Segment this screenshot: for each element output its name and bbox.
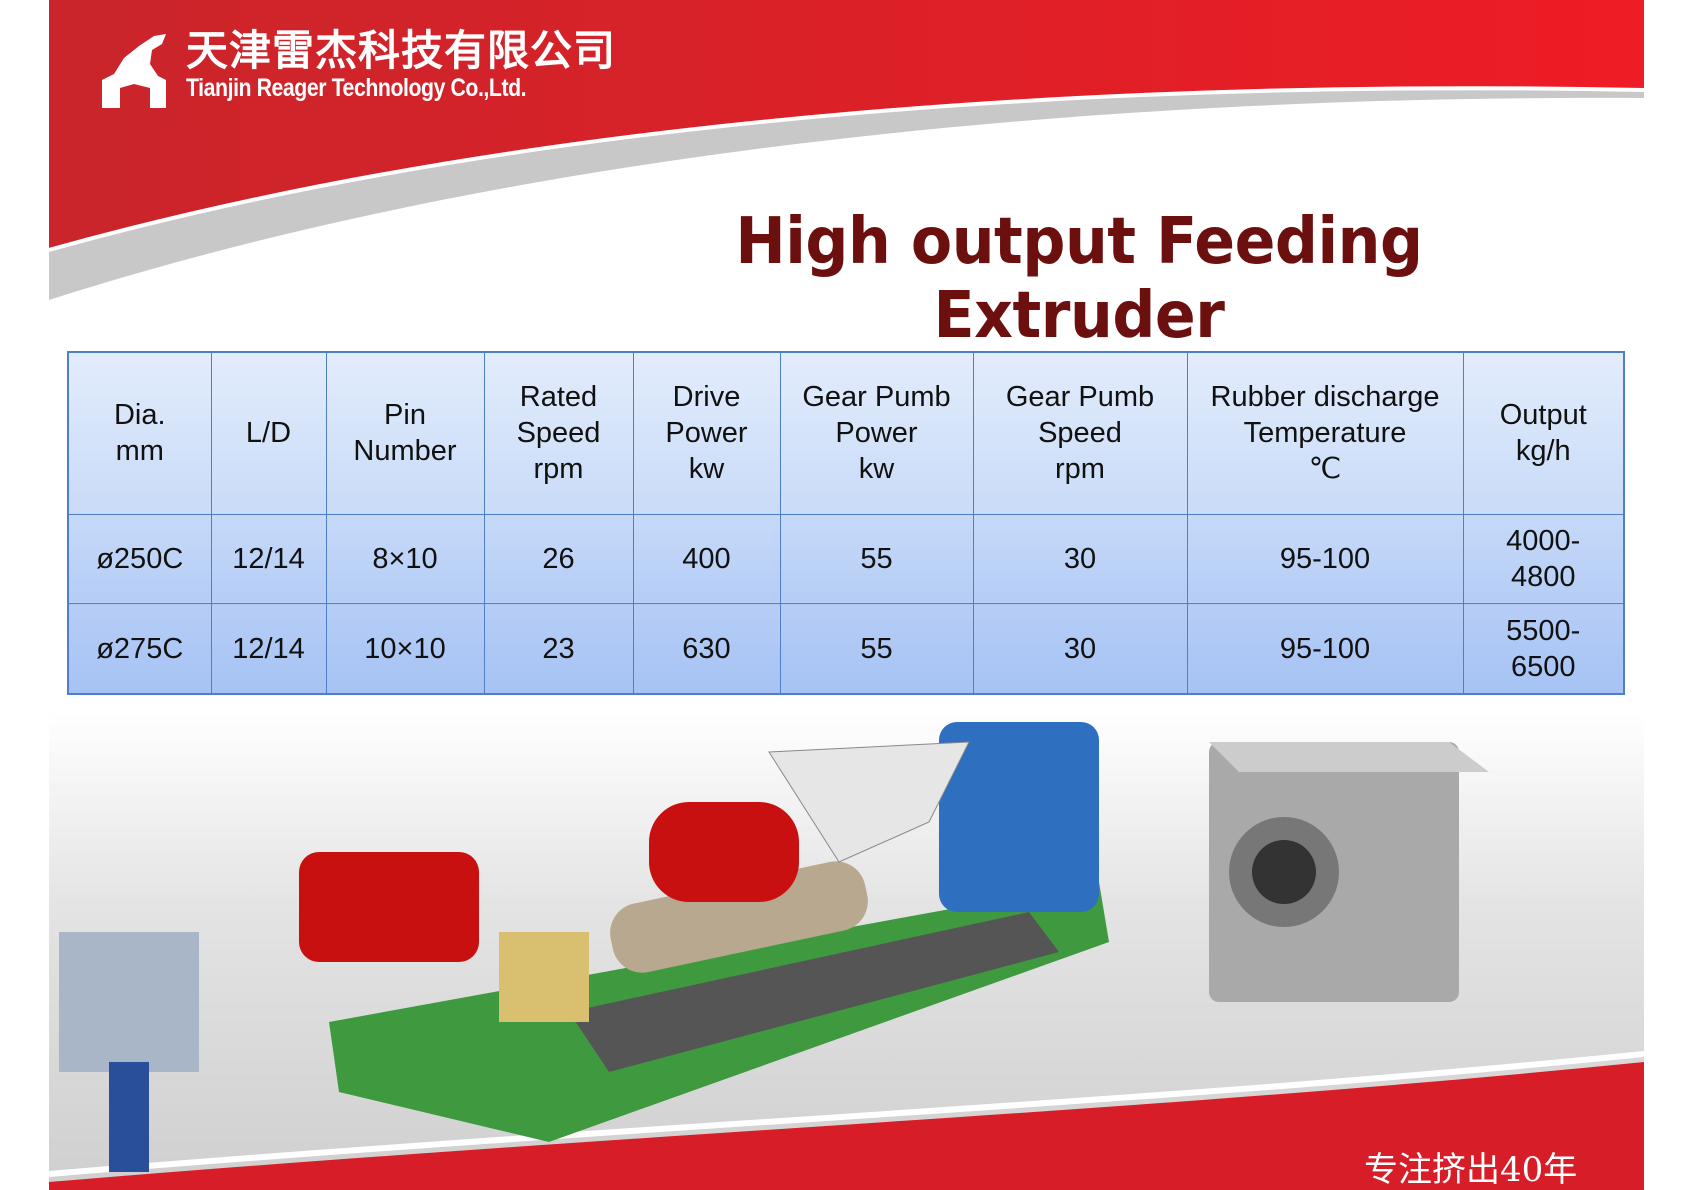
table-cell: 10×10: [325, 603, 485, 695]
header-banner: [49, 0, 1644, 300]
table-cell: 30: [972, 603, 1188, 695]
side-machine-image: [59, 932, 199, 1172]
header-cell: Gear Pumb Power kw: [779, 351, 974, 515]
header-cell: Drive Power kw: [632, 351, 781, 515]
header-cell: L/D: [210, 351, 327, 515]
page-title: High output Feeding Extruder: [735, 205, 1423, 353]
footer-slogan: 专注挤出40年: [1364, 1150, 1578, 1190]
table-cell: 95-100: [1186, 513, 1464, 605]
table-cell: 5500- 6500: [1462, 603, 1625, 695]
table-cell: 400: [632, 513, 781, 605]
header-cell: Pin Number: [325, 351, 485, 515]
table-cell: ø250C: [67, 513, 212, 605]
header-cell: Rated Speed rpm: [483, 351, 634, 515]
table-cell: 4000- 4800: [1462, 513, 1625, 605]
header-cell: Rubber discharge Temperature ℃: [1186, 351, 1464, 515]
table-cell: 630: [632, 603, 781, 695]
table-cell: ø275C: [67, 603, 212, 695]
extruder-photo: [49, 712, 1644, 1190]
header-cell: Output kg/h: [1462, 351, 1625, 515]
table-cell: 26: [483, 513, 634, 605]
company-logo: 天津雷杰科技有限公司 Tianjin Reager Technology Co.…: [94, 28, 616, 110]
table-cell: 55: [779, 513, 974, 605]
table-cell: 95-100: [1186, 603, 1464, 695]
company-name-cn: 天津雷杰科技有限公司: [186, 26, 617, 75]
slide: 天津雷杰科技有限公司 Tianjin Reager Technology Co.…: [49, 0, 1644, 1190]
header-cell: Dia. mm: [67, 351, 212, 515]
table-cell: 12/14: [210, 603, 327, 695]
company-name-en: Tianjin Reager Technology Co.,Ltd.: [186, 74, 527, 102]
gear-pump-image: [1209, 742, 1489, 1002]
table-cell: 23: [483, 603, 634, 695]
table-row: ø275C 12/14 10×10 23 630 55 30 95-100 55…: [67, 603, 1625, 695]
table-cell: 30: [972, 513, 1188, 605]
table-header-row: Dia. mm L/D Pin Number Rated Speed rpm D…: [67, 351, 1625, 515]
header-cell: Gear Pumb Speed rpm: [972, 351, 1188, 515]
table-cell: 12/14: [210, 513, 327, 605]
table-row: ø250C 12/14 8×10 26 400 55 30 95-100 400…: [67, 513, 1625, 605]
table-cell: 8×10: [325, 513, 485, 605]
table-cell: 55: [779, 603, 974, 695]
extruder-machine-image: [299, 722, 1109, 1142]
spec-table: Dia. mm L/D Pin Number Rated Speed rpm D…: [67, 351, 1625, 695]
lion-logo-icon: [102, 34, 166, 108]
